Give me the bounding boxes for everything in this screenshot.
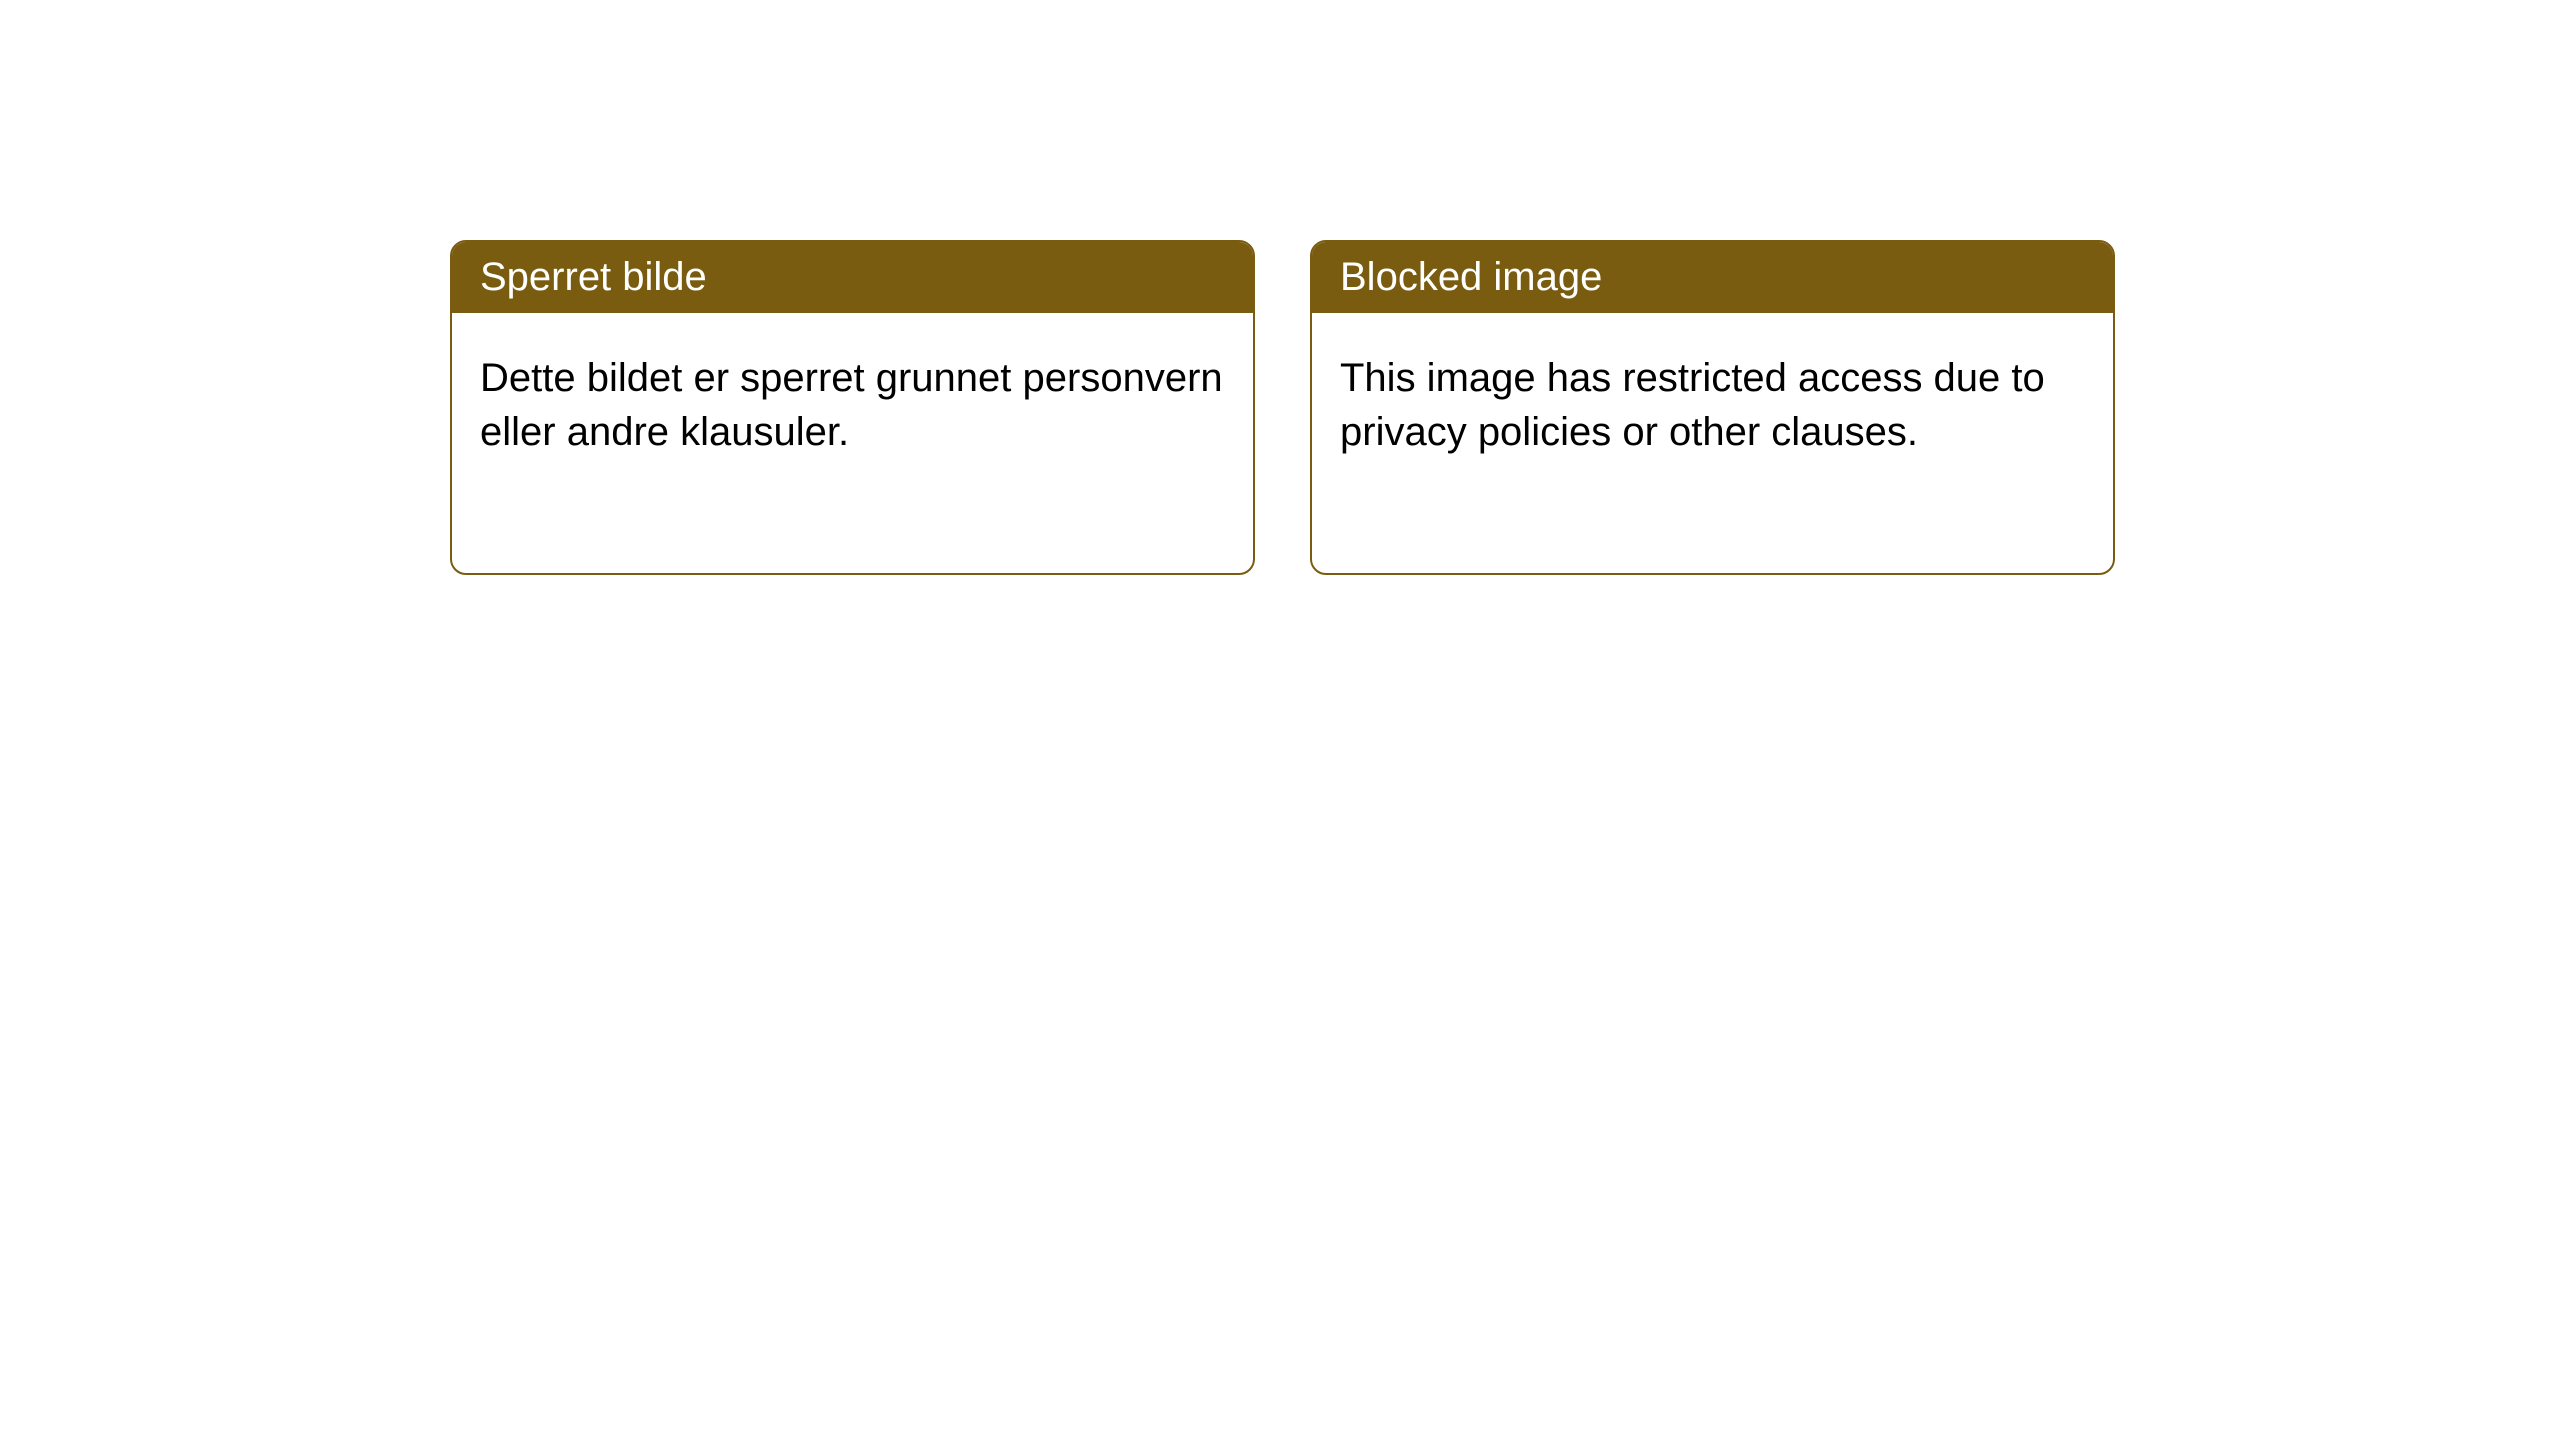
notice-card-body: This image has restricted access due to … xyxy=(1312,313,2113,497)
notice-cards-container: Sperret bilde Dette bildet er sperret gr… xyxy=(450,240,2115,575)
notice-card-norwegian: Sperret bilde Dette bildet er sperret gr… xyxy=(450,240,1255,575)
notice-card-title: Blocked image xyxy=(1312,242,2113,313)
notice-card-title: Sperret bilde xyxy=(452,242,1253,313)
notice-card-body: Dette bildet er sperret grunnet personve… xyxy=(452,313,1253,497)
notice-card-english: Blocked image This image has restricted … xyxy=(1310,240,2115,575)
